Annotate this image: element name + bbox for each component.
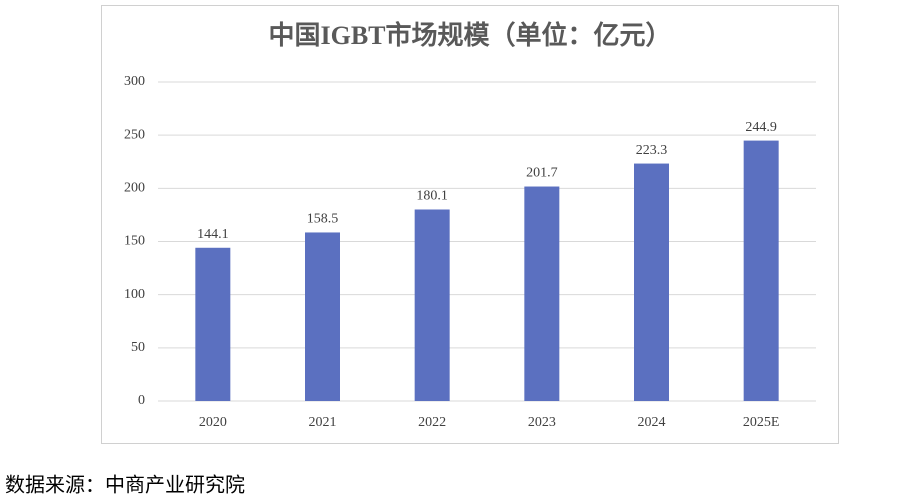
y-tick-label: 50: [131, 340, 145, 355]
y-tick-label: 250: [124, 127, 145, 142]
source-note: 数据来源：中商产业研究院: [5, 474, 245, 497]
data-label: 180.1: [416, 189, 448, 204]
bar: [195, 247, 231, 401]
y-tick-label: 100: [124, 287, 145, 302]
x-tick-label: 2021: [309, 415, 337, 430]
x-tick-label: 2020: [199, 415, 227, 430]
bar: [414, 209, 450, 401]
x-tick-label: 2025E: [743, 415, 780, 430]
bar: [305, 232, 340, 401]
x-tick-label: 2024: [638, 415, 666, 430]
y-tick-label: 200: [124, 181, 145, 196]
bar: [524, 186, 560, 401]
data-label: 144.1: [197, 227, 229, 242]
bar: [634, 163, 669, 401]
data-label: 244.9: [745, 120, 777, 135]
data-label: 158.5: [307, 212, 339, 227]
chart-title: 中国IGBT市场规模（单位：亿元）: [268, 20, 671, 50]
x-tick-label: 2022: [418, 415, 446, 430]
y-tick-label: 150: [124, 234, 145, 249]
bar: [743, 140, 779, 401]
data-label: 201.7: [526, 166, 558, 181]
y-tick-label: 300: [124, 74, 145, 89]
data-label: 223.3: [636, 143, 668, 158]
x-tick-label: 2023: [528, 415, 556, 430]
y-tick-label: 0: [138, 393, 145, 408]
